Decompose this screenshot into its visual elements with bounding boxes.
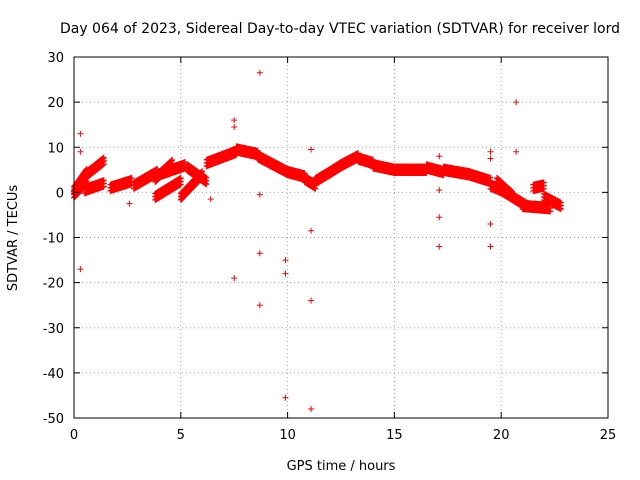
y-tick-label: 20 bbox=[47, 96, 64, 111]
y-tick-label: 30 bbox=[47, 51, 64, 66]
chart-title: Day 064 of 2023, Sidereal Day-to-day VTE… bbox=[60, 21, 620, 37]
x-tick-label: 25 bbox=[600, 428, 617, 443]
outlier-point bbox=[282, 270, 289, 277]
y-tick-label: 0 bbox=[56, 186, 64, 201]
outlier-point bbox=[282, 394, 289, 401]
outlier-point bbox=[207, 196, 214, 203]
data-point bbox=[199, 174, 206, 181]
outlier-point bbox=[487, 243, 494, 250]
grid bbox=[74, 57, 608, 418]
x-tick-label: 0 bbox=[70, 428, 78, 443]
outlier-point bbox=[231, 123, 238, 130]
data-point bbox=[198, 175, 205, 182]
outlier-point bbox=[77, 266, 84, 273]
x-tick-label: 5 bbox=[177, 428, 185, 443]
outlier-point bbox=[308, 405, 315, 412]
data-point bbox=[558, 206, 565, 213]
y-tick-label: -10 bbox=[43, 232, 64, 247]
data-point bbox=[177, 181, 184, 188]
y-tick-label: -50 bbox=[43, 412, 64, 427]
outlier-point bbox=[436, 153, 443, 160]
outlier-point bbox=[436, 187, 443, 194]
outlier-point bbox=[487, 220, 494, 227]
outlier-point bbox=[256, 69, 263, 76]
y-tick-label: -20 bbox=[43, 277, 64, 292]
x-tick-label: 10 bbox=[279, 428, 296, 443]
data-point bbox=[203, 181, 210, 188]
outlier-point bbox=[256, 250, 263, 257]
axis-ticks: 0 5 10 15 20 25 -50 -40 -30 -20 -10 0 10 20 30 bbox=[43, 51, 617, 443]
outlier-point bbox=[256, 302, 263, 309]
outlier-point bbox=[77, 148, 84, 155]
x-tick-label: 15 bbox=[386, 428, 403, 443]
outlier-point bbox=[231, 117, 238, 124]
x-axis-label: GPS time / hours bbox=[287, 459, 396, 474]
outlier-point bbox=[308, 227, 315, 234]
outlier-point bbox=[308, 297, 315, 304]
outlier-point bbox=[77, 130, 84, 137]
y-tick-label: -30 bbox=[43, 322, 64, 337]
outlier-point bbox=[256, 191, 263, 198]
data-point bbox=[198, 175, 205, 182]
outlier-point bbox=[231, 275, 238, 282]
outlier-point bbox=[513, 148, 520, 155]
outlier-point bbox=[513, 99, 520, 106]
outlier-point bbox=[487, 148, 494, 155]
outlier-point bbox=[308, 146, 315, 153]
data-point bbox=[547, 208, 554, 215]
y-tick-label: -40 bbox=[43, 367, 64, 382]
outlier-point bbox=[282, 257, 289, 264]
outlier-point bbox=[436, 214, 443, 221]
y-axis-label: SDTVAR / TECUs bbox=[6, 185, 21, 292]
data-point bbox=[100, 183, 107, 190]
outlier-point bbox=[126, 200, 133, 207]
outlier-point bbox=[487, 155, 494, 162]
x-tick-label: 20 bbox=[493, 428, 510, 443]
y-tick-label: 10 bbox=[47, 141, 64, 156]
data-point bbox=[100, 160, 107, 167]
outlier-point bbox=[436, 243, 443, 250]
data-points bbox=[71, 69, 565, 412]
